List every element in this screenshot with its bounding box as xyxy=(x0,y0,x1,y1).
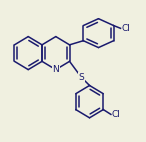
Text: N: N xyxy=(52,65,59,74)
Text: Cl: Cl xyxy=(121,24,130,33)
Text: Cl: Cl xyxy=(112,110,120,119)
Text: S: S xyxy=(78,73,84,82)
